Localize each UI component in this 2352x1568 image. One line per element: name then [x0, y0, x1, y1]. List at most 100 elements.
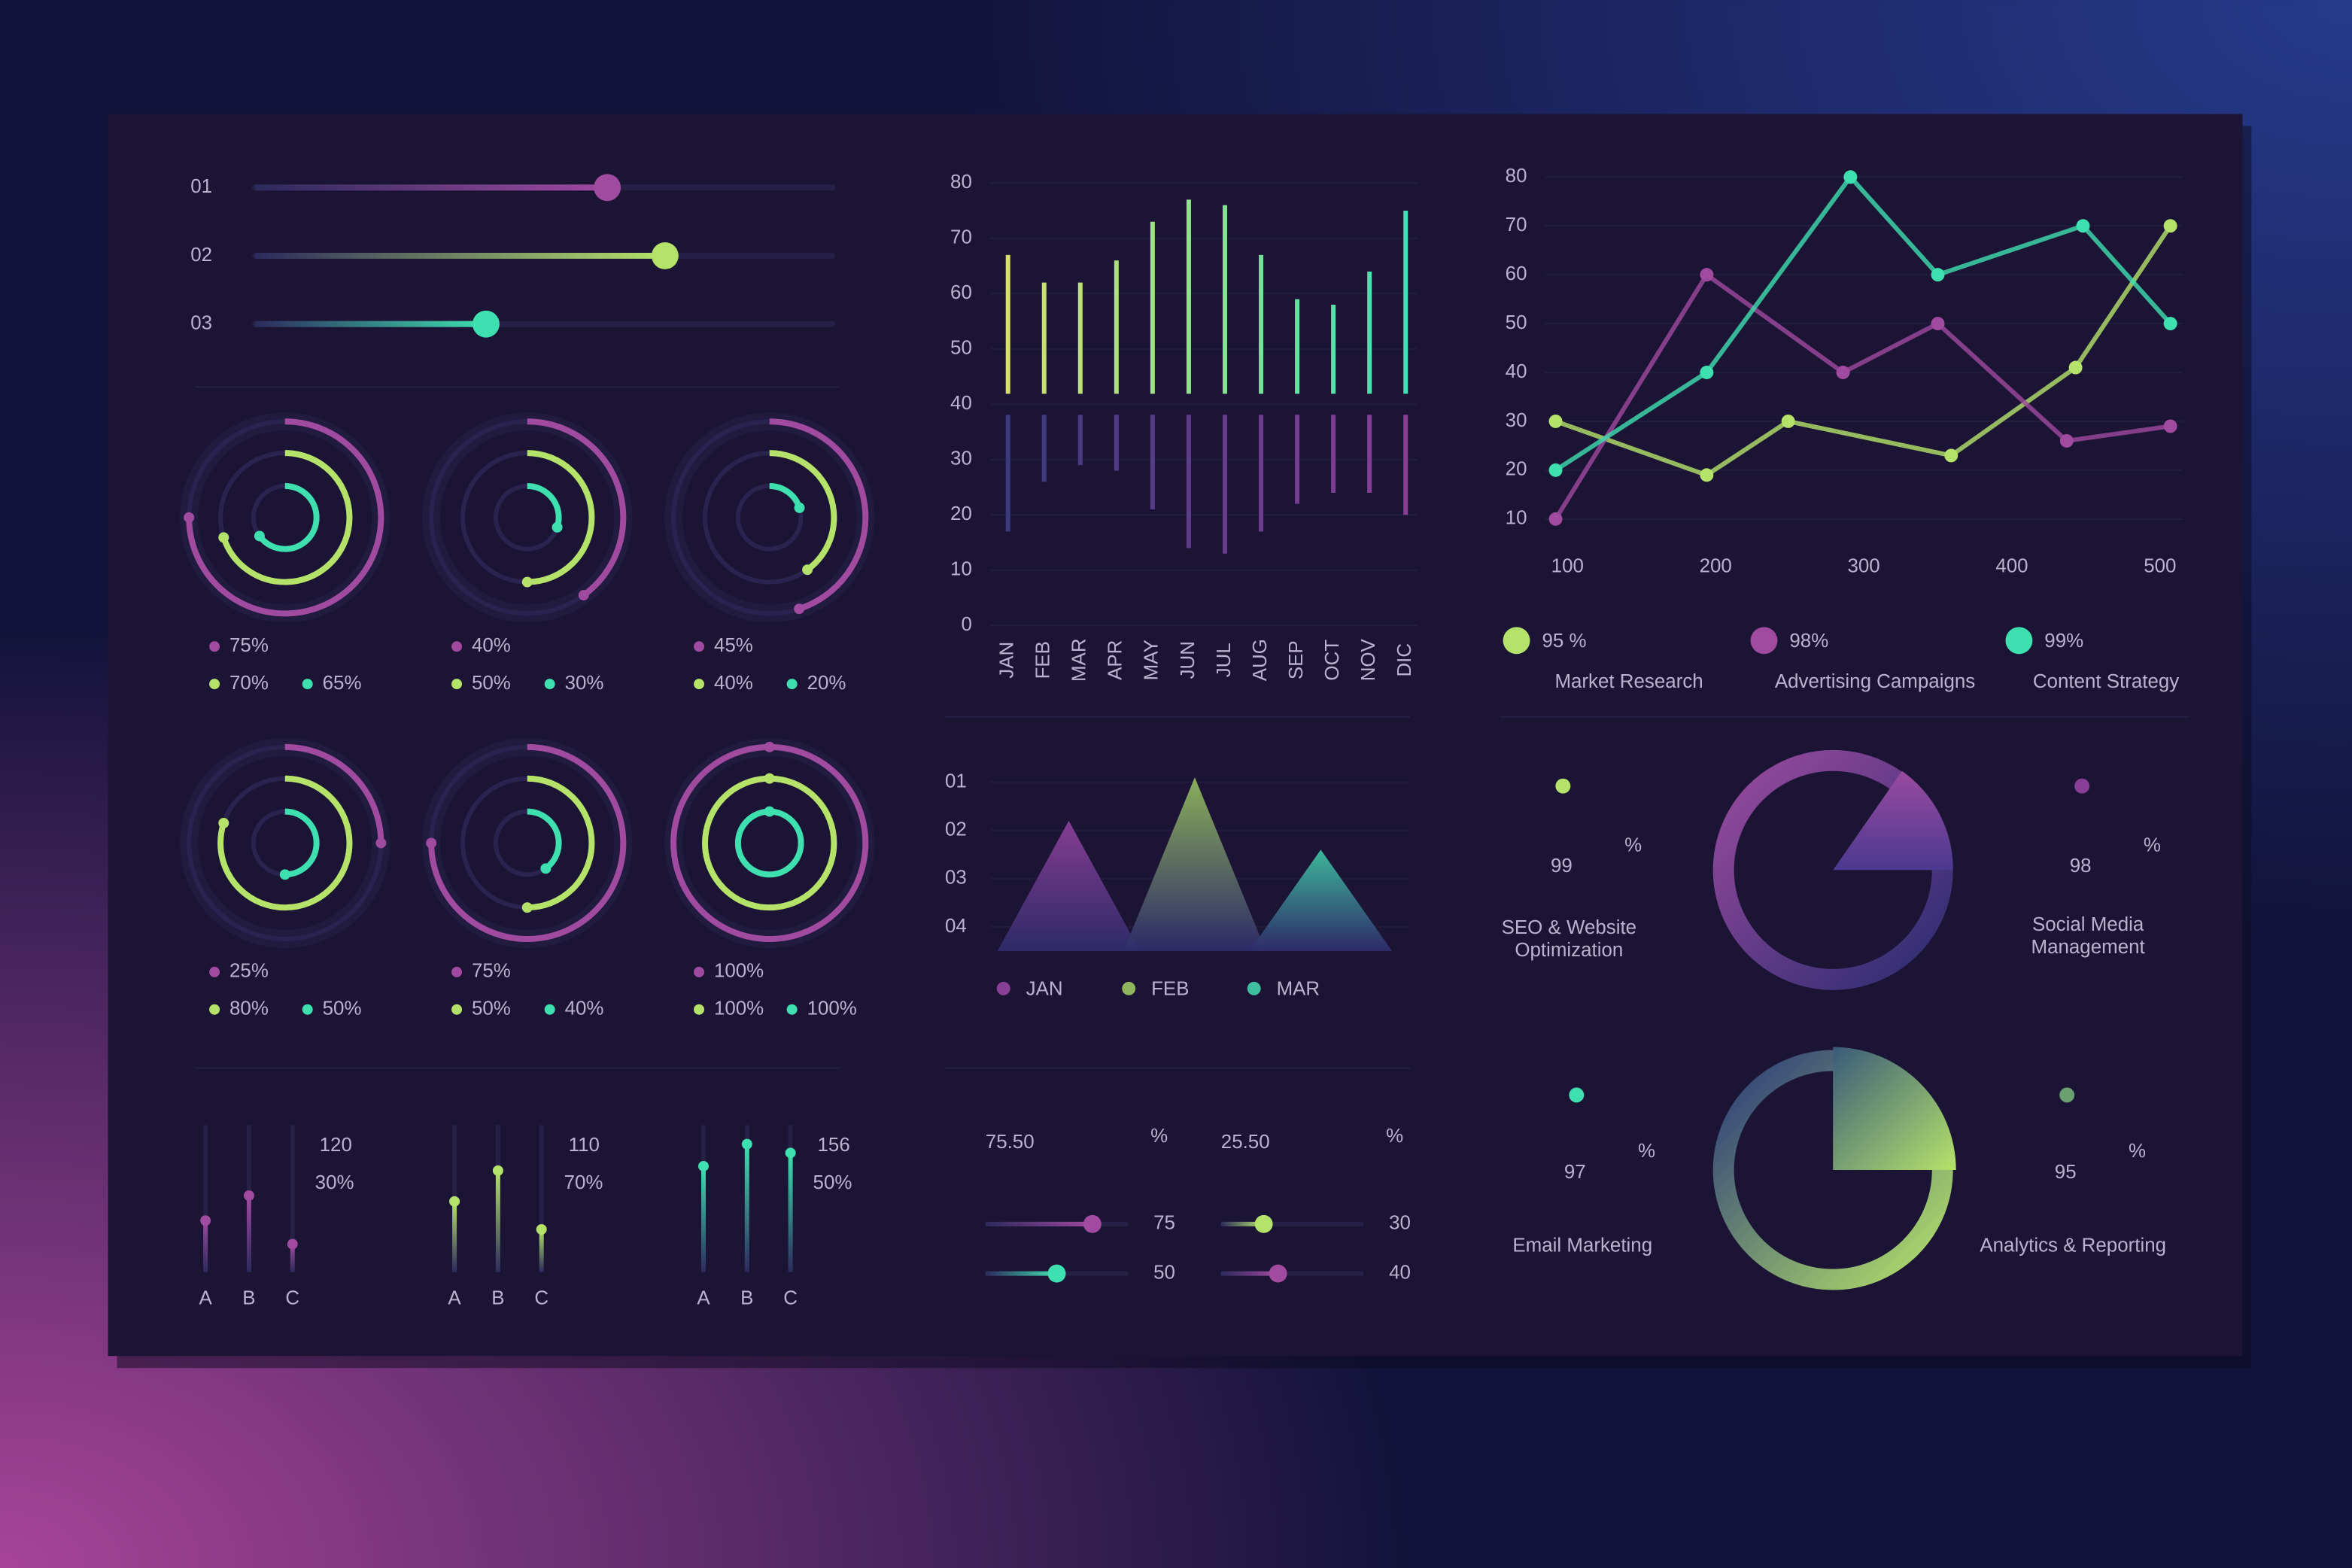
ring-arc [492, 482, 562, 552]
y-tick-label: 70 [1506, 214, 1527, 236]
slider-label: 03 [190, 312, 212, 333]
kpi-dot [1569, 1087, 1585, 1103]
point [1700, 268, 1714, 282]
bar [1223, 205, 1227, 394]
y-tick-label: 80 [1506, 166, 1527, 187]
ring-end [540, 863, 552, 874]
ring-label: 20% [807, 673, 846, 694]
kpi-value: 98 [2070, 855, 2092, 877]
point [2163, 219, 2177, 233]
kpi-unit: % [1638, 1141, 1655, 1162]
bar [1295, 415, 1300, 504]
ring-end [218, 817, 229, 828]
point [1700, 468, 1714, 482]
triangle [1123, 777, 1266, 951]
bar [1403, 415, 1408, 515]
legend-label: FEB [1151, 979, 1189, 1000]
slider-value: 50 [1153, 1262, 1175, 1283]
ring-arc [428, 418, 627, 617]
point [1931, 268, 1945, 282]
y-tick-label: 50 [1506, 312, 1527, 333]
gauge-wedge [1833, 1047, 1956, 1171]
ring-arc [186, 743, 384, 943]
bar [1186, 415, 1191, 548]
x-tick-label: DIC [1394, 643, 1415, 677]
bar [1331, 415, 1336, 493]
kpi-dot [2059, 1087, 2075, 1103]
ring-arc [217, 450, 353, 585]
kpi-label: Analytics & Reporting [1980, 1235, 2166, 1257]
point [1781, 414, 1795, 428]
series-line [1554, 224, 2173, 478]
series-line [1554, 271, 2171, 521]
y-tick-label: 80 [950, 172, 972, 193]
bar-dot [698, 1160, 709, 1171]
legend-label: Content Strategy [2033, 671, 2179, 692]
slider-knob [1047, 1264, 1066, 1283]
bar-dot [200, 1215, 211, 1226]
bar-dot [536, 1223, 547, 1235]
slider-value: 30 [1389, 1213, 1411, 1234]
y-tick-label: 10 [1506, 508, 1527, 529]
bar [1077, 282, 1083, 394]
x-tick-label: NOV [1358, 638, 1379, 681]
x-tick-label: 100 [1551, 555, 1584, 576]
category-label: A [697, 1287, 710, 1308]
ring-arc [492, 808, 562, 878]
ring-label: 50% [472, 998, 511, 1020]
slider-knob [651, 242, 679, 269]
ring-end [521, 902, 533, 913]
legend-dot [544, 1004, 555, 1015]
ring-arc [428, 743, 627, 943]
y-tick-label: 60 [950, 282, 972, 303]
ring-end [764, 741, 775, 752]
ring-arc [734, 482, 804, 552]
bar [1367, 415, 1372, 493]
ring-end [578, 590, 589, 601]
kpi-unit: % [1624, 834, 1642, 855]
kpi-unit: % [2144, 834, 2161, 855]
point [1548, 463, 1563, 477]
legend-dot [1247, 981, 1261, 995]
group-percent: 30% [315, 1172, 354, 1193]
legend-dot [996, 981, 1010, 995]
slider-label: 01 [190, 176, 212, 197]
category-label: C [534, 1287, 548, 1308]
kpi-value: 75.50 [986, 1132, 1035, 1153]
bar [1186, 199, 1191, 394]
point [2059, 433, 2074, 448]
group-total: 156 [818, 1135, 850, 1156]
series-line [1554, 173, 2172, 473]
category-label: A [448, 1287, 461, 1308]
y-tick-label: 40 [1506, 361, 1527, 382]
ring-end [552, 521, 563, 533]
y-tick-label: 30 [1506, 410, 1527, 431]
kpi-unit: % [2129, 1141, 2146, 1162]
slider-knob [1269, 1264, 1287, 1283]
category-label: C [285, 1287, 299, 1308]
ring-label: 25% [229, 961, 269, 982]
ring-end [764, 773, 775, 784]
kpi-value: 99 [1551, 855, 1573, 877]
bar [1331, 304, 1336, 394]
slider-knob [472, 310, 500, 338]
kpi-label: Social Media [2032, 914, 2144, 935]
point [1548, 512, 1563, 526]
legend-dot [302, 679, 313, 690]
x-tick-label: APR [1105, 640, 1126, 680]
ring-label: 30% [565, 673, 604, 694]
group-total: 110 [569, 1135, 600, 1156]
x-tick-label: 200 [1700, 555, 1732, 576]
ring-label: 45% [714, 635, 753, 656]
y-tick-label: 40 [950, 393, 972, 414]
ring-label: 75% [472, 961, 511, 982]
legend-dot [1750, 627, 1778, 655]
kpi-label: Email Marketing [1512, 1235, 1652, 1257]
bar-dot [449, 1196, 460, 1207]
ring-arc [670, 418, 869, 617]
legend-stat: 99% [2044, 631, 2083, 652]
ring-end [184, 512, 195, 523]
x-tick-label: MAY [1141, 640, 1162, 680]
bar [1041, 415, 1047, 482]
